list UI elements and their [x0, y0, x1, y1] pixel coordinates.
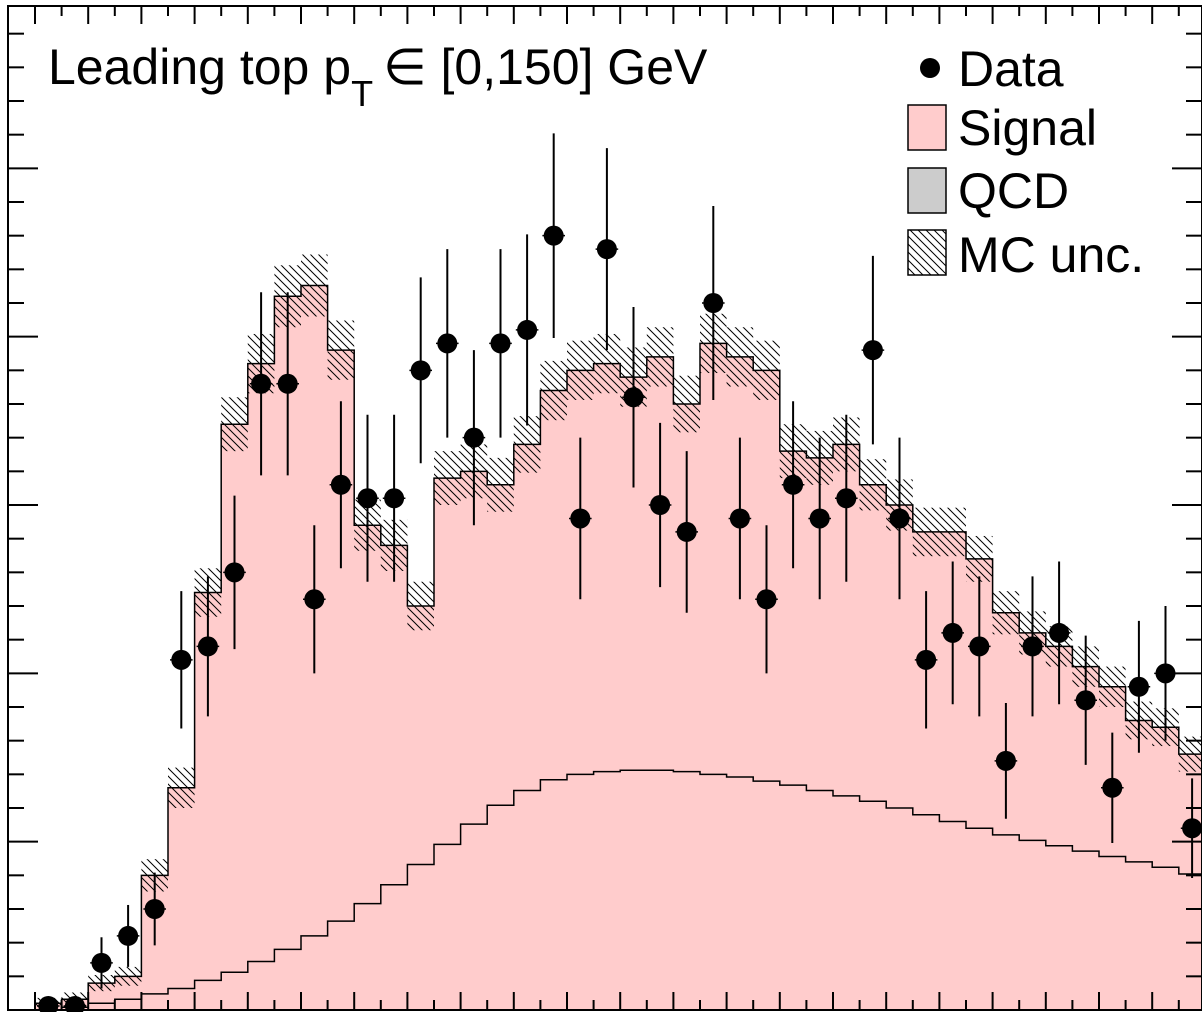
data-point [410, 360, 431, 381]
signal-bar [1045, 646, 1073, 1010]
data-point [38, 995, 59, 1012]
data-point [809, 508, 830, 529]
title-suffix: ∈ [0,150] GeV [383, 39, 708, 95]
data-point [889, 508, 910, 529]
data-point [197, 636, 218, 657]
legend: Data Signal QCD MC unc. [907, 41, 1144, 283]
data-point [862, 340, 883, 361]
data-point [144, 899, 165, 919]
signal-bar [168, 787, 196, 1010]
signal-bar [1125, 720, 1153, 1010]
data-point [490, 333, 511, 354]
data-point [969, 636, 990, 657]
data-point [1022, 636, 1043, 657]
title-subscript: T [351, 73, 373, 114]
data-point [330, 474, 351, 495]
data-point [1049, 622, 1070, 643]
data-point [543, 225, 564, 246]
plot-frame [7, 5, 1202, 1011]
data-point [91, 952, 112, 973]
legend-mc-unc-label: MC unc. [958, 227, 1144, 283]
signal-bar [460, 471, 488, 1010]
legend-entry-qcd: QCD [907, 163, 1069, 219]
data-point [1155, 663, 1176, 684]
legend-signal-swatch [907, 104, 947, 151]
data-point [384, 488, 405, 509]
data-point [357, 488, 378, 509]
data-point [463, 427, 484, 448]
legend-entry-signal: Signal [907, 100, 1097, 156]
data-point [171, 649, 192, 670]
data-point [783, 474, 804, 495]
signal-bar [753, 370, 781, 1010]
signal-bar [859, 484, 887, 1010]
data-point [650, 495, 671, 515]
total-mc-outline [35, 284, 1202, 1005]
signal-bars [35, 285, 1202, 1011]
signal-bar [380, 545, 408, 1010]
data-point [729, 508, 750, 529]
data-point [224, 562, 245, 583]
legend-mc-unc-swatch [907, 229, 947, 276]
data-point [676, 521, 697, 542]
data-point [517, 319, 538, 340]
data-point [277, 373, 298, 394]
data-point [703, 293, 724, 313]
data-point [942, 622, 963, 643]
signal-bar [513, 444, 541, 1010]
legend-entry-mc-unc: MC unc. [907, 227, 1144, 283]
data-point [1102, 777, 1123, 798]
data-point [1128, 676, 1149, 697]
signal-bar [1152, 727, 1180, 1010]
signal-bar [1178, 754, 1202, 1010]
signal-bar [593, 363, 621, 1011]
legend-signal-label: Signal [958, 100, 1097, 156]
data-point [437, 333, 458, 354]
legend-entry-data: Data [920, 41, 1064, 97]
data-point [304, 589, 325, 610]
data-point [916, 649, 937, 670]
data-point [118, 925, 139, 946]
data-point [1075, 690, 1096, 711]
signal-bar [540, 390, 568, 1010]
qcd-outline [35, 769, 1202, 1011]
data-points [37, 133, 1202, 1012]
data-point [623, 387, 644, 408]
data-point [596, 239, 617, 260]
data-point [570, 508, 591, 529]
data-point [756, 589, 777, 610]
signal-bar [407, 606, 435, 1010]
data-point [64, 995, 85, 1012]
legend-qcd-swatch [907, 167, 947, 214]
signal-bar [354, 525, 382, 1010]
data-point [1182, 818, 1202, 839]
signal-bar [700, 343, 728, 1010]
legend-data-marker [920, 58, 940, 78]
data-point [836, 488, 857, 509]
data-point [995, 750, 1016, 771]
legend-qcd-label: QCD [958, 163, 1069, 219]
data-point [251, 373, 272, 394]
signal-bar [434, 478, 462, 1011]
legend-data-label: Data [958, 41, 1064, 97]
chart-title: Leading top pT ∈ [0,150] GeV [48, 39, 708, 114]
signal-bar [487, 484, 515, 1010]
axis-ticks [8, 6, 1202, 1010]
